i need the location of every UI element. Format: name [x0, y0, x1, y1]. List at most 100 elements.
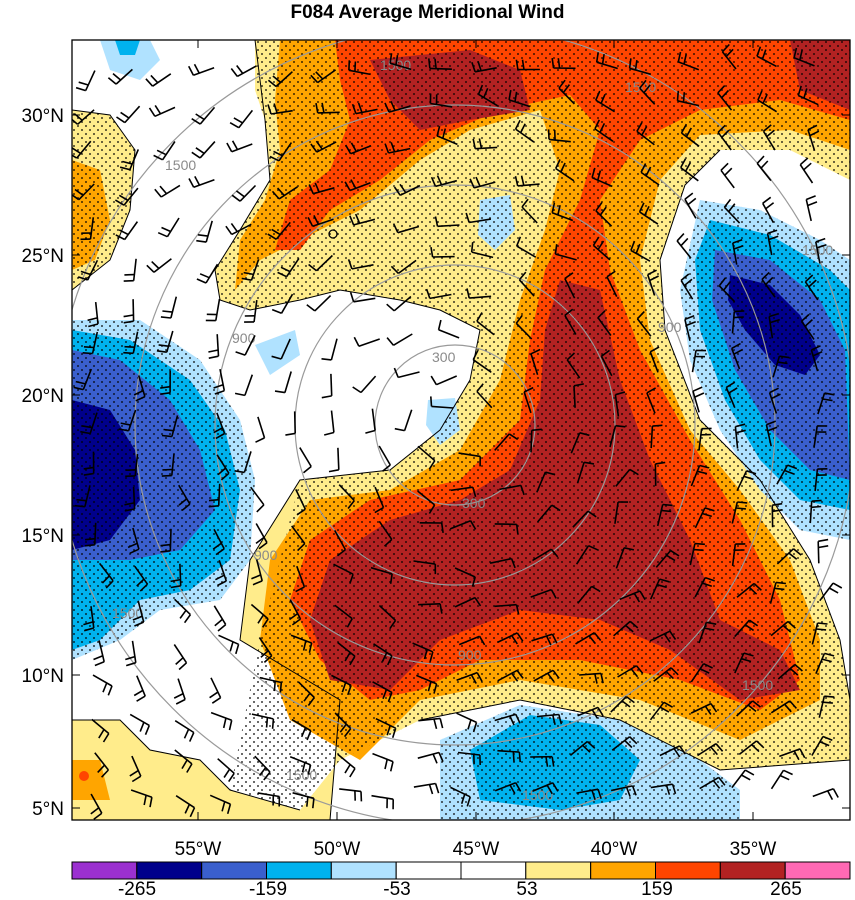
wind-barb-flag	[255, 437, 265, 443]
wind-barb	[418, 603, 441, 606]
wind-barb	[134, 565, 149, 585]
wind-barb	[178, 484, 191, 505]
wind-barb-flag	[629, 468, 639, 476]
ring-label: 1500	[522, 787, 553, 803]
wind-barb	[429, 67, 452, 70]
wind-barb-flag	[139, 722, 145, 732]
wind-barb	[330, 410, 335, 433]
wind-barb-flag	[83, 346, 94, 349]
wind-barb	[289, 755, 311, 766]
wind-barb-flag	[124, 508, 135, 512]
lat-label: 15°N	[22, 526, 64, 547]
wind-barb-flag	[125, 661, 137, 667]
wind-barb-flag	[472, 486, 477, 498]
wind-barb	[98, 640, 105, 662]
colorbar-swatch	[655, 861, 721, 880]
wind-barb	[731, 544, 737, 566]
wind-barb	[819, 582, 834, 602]
colorbar	[71, 861, 851, 880]
ring-label: 900	[458, 647, 482, 663]
wind-barb-flag	[782, 624, 792, 633]
wind-barb	[285, 257, 300, 278]
wind-barb-flag	[269, 155, 280, 162]
wind-barb-flag	[160, 543, 171, 547]
wind-barb-flag	[349, 292, 355, 303]
wind-barb	[372, 681, 393, 694]
wind-barb	[132, 299, 135, 322]
wind-barb	[533, 669, 554, 682]
wind-barb-flag	[744, 769, 755, 776]
wind-barb	[736, 582, 755, 598]
wind-barb-flag	[195, 113, 205, 121]
wind-barb	[564, 278, 576, 299]
wind-barb-flag	[593, 632, 602, 642]
wind-barb	[649, 701, 665, 721]
wind-barb-flag	[694, 392, 705, 398]
wind-barb	[725, 387, 736, 409]
wind-barb-flag	[434, 216, 439, 227]
wind-barb-flag	[788, 552, 798, 560]
wind-barb-flag	[88, 323, 99, 328]
ring-label: 900	[254, 547, 278, 563]
wind-barb	[131, 755, 142, 777]
wind-barb-flag	[693, 548, 704, 552]
colorbar-swatch	[719, 861, 786, 880]
wind-barb-flag	[656, 583, 667, 589]
wind-barb-flag	[662, 503, 673, 507]
wind-barb	[812, 787, 834, 798]
wind-barb-flag	[221, 801, 226, 812]
plot-frame	[71, 39, 851, 821]
wind-barb-flag	[178, 498, 188, 506]
wind-barb-flag	[226, 803, 232, 815]
wind-barb	[275, 71, 293, 88]
wind-barb	[617, 665, 637, 678]
wind-barb-flag	[213, 427, 223, 434]
wind-barb-flag	[120, 111, 130, 119]
wind-barb	[575, 545, 590, 565]
wind-barb-flag	[75, 86, 86, 92]
wind-barb-flag	[428, 460, 436, 470]
wind-barb-flag	[508, 89, 512, 101]
wind-barb	[91, 718, 110, 735]
wind-barb-flag	[296, 508, 306, 516]
wind-barb	[205, 220, 213, 243]
wind-barb-flag	[251, 574, 262, 580]
wind-barb-flag	[478, 138, 483, 149]
wind-barb-flag	[438, 752, 444, 763]
wind-barb-flag	[321, 395, 332, 399]
wind-barb-flag	[512, 751, 515, 762]
wind-barb-flag	[212, 542, 222, 550]
wind-barb	[215, 298, 221, 321]
colorbar-swatch	[330, 861, 397, 880]
wind-barb-flag	[819, 741, 830, 747]
wind-barb	[555, 167, 575, 182]
wind-barb-flag	[515, 524, 519, 535]
wind-barb-flag	[229, 122, 240, 129]
wind-barb-flag	[429, 651, 434, 662]
wind-barb-flag	[566, 352, 576, 361]
wind-barb-flag	[597, 240, 605, 250]
wind-barb-flag	[236, 65, 244, 74]
wind-barb-flag	[477, 84, 484, 95]
wind-barb-flag	[562, 84, 571, 94]
wind-barb-flag	[472, 722, 478, 733]
wind-barb	[417, 490, 436, 506]
ring-label: 1500	[112, 605, 143, 621]
lon-label: 50°W	[314, 839, 361, 860]
wind-barb	[699, 776, 720, 790]
wind-barb	[494, 433, 510, 451]
colorbar-labels: -265 -159 -53 53 159 265	[118, 879, 802, 900]
wind-barb-flag	[677, 51, 682, 63]
wind-barb	[458, 452, 481, 458]
wind-barb-flag	[625, 786, 631, 797]
wind-barb-flag	[392, 223, 399, 234]
wind-barb-flag	[702, 582, 713, 588]
wind-barb-flag	[551, 202, 556, 213]
wind-barb-flag	[743, 475, 754, 481]
wind-barb	[611, 736, 631, 751]
wind-barb-flag	[628, 58, 632, 69]
wind-barb	[337, 641, 356, 657]
wind-barb	[76, 140, 92, 159]
wind-barb-flag	[344, 181, 351, 191]
wind-barb	[330, 373, 333, 396]
